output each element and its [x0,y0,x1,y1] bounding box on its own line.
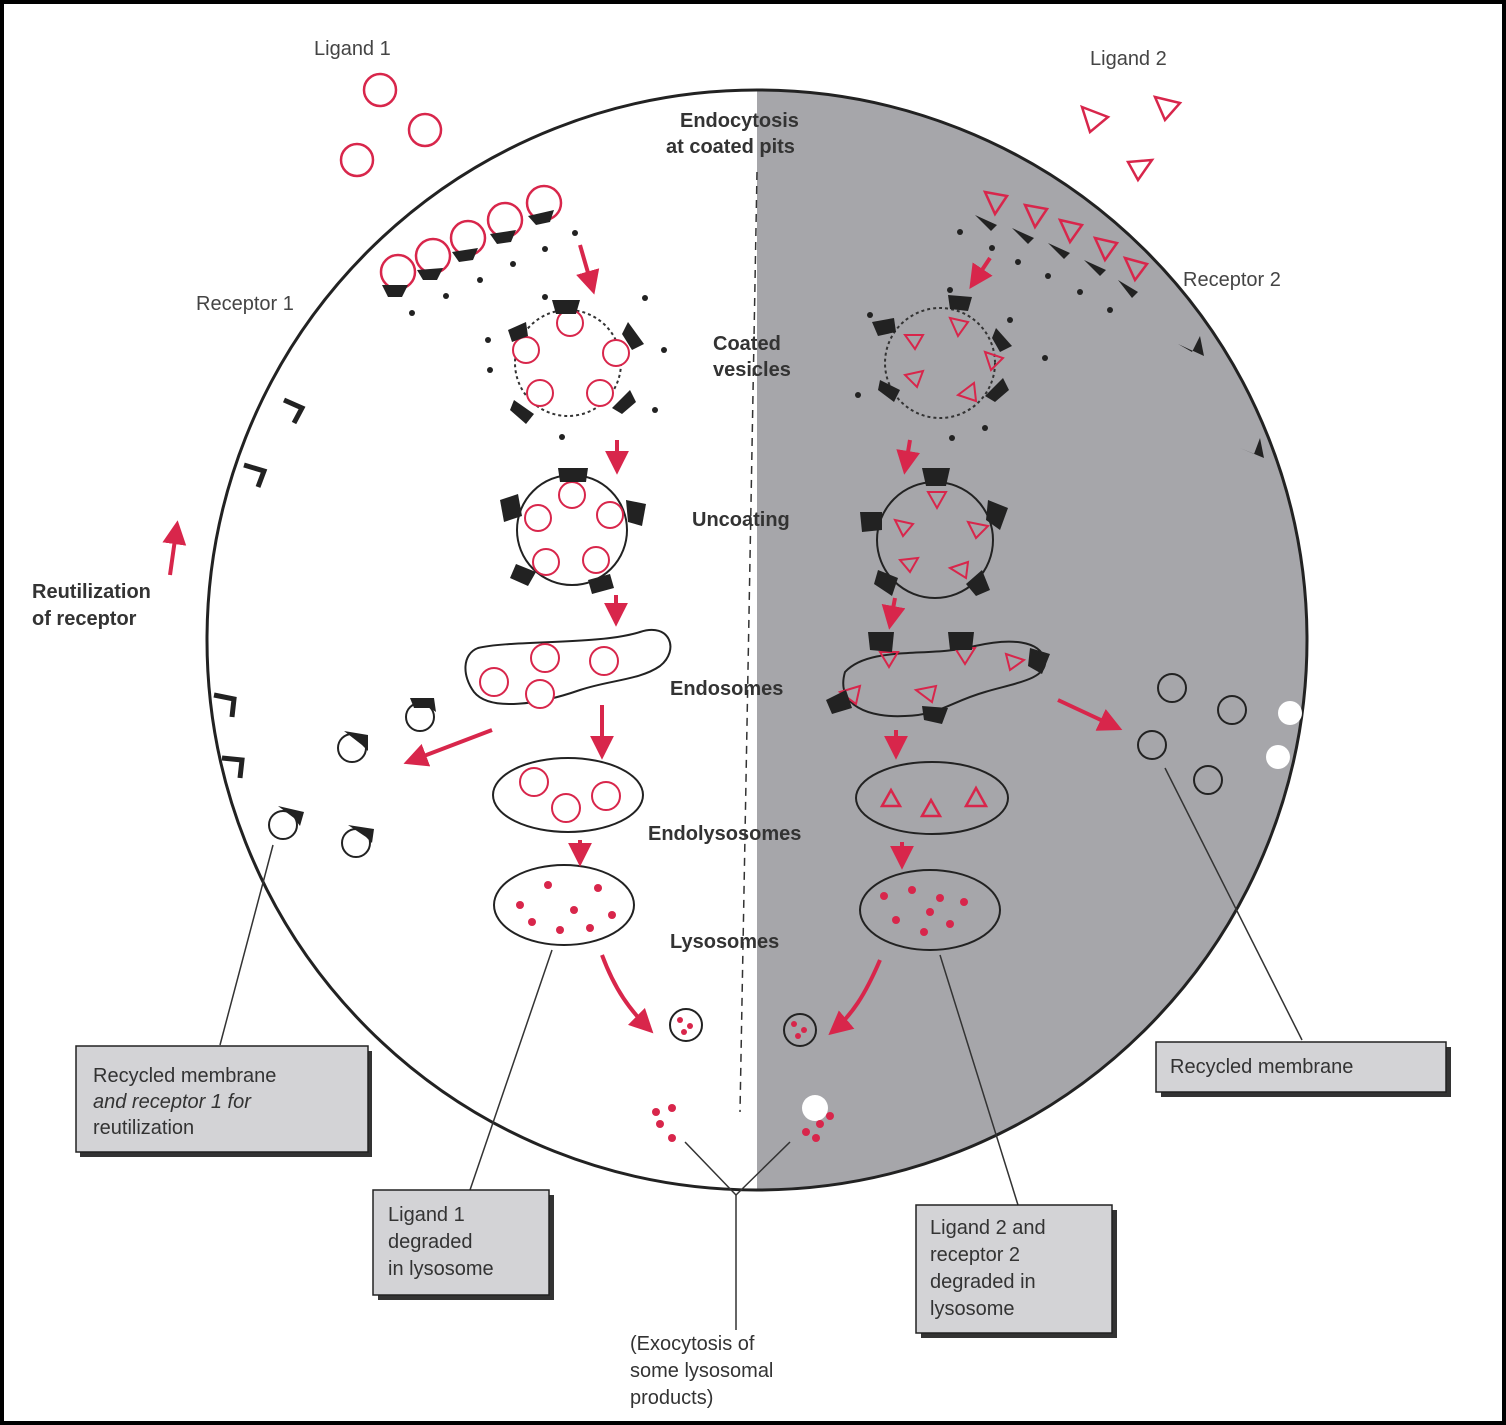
box-ligand2-degraded-line1: Ligand 2 and [930,1217,1046,1239]
exocytosis-caption-line1: (Exocytosis of [630,1333,755,1355]
box-recycled-membrane-line1: Recycled membrane [1170,1056,1353,1078]
box-recycled-receptor: Recycled membrane and receptor 1 for reu… [75,1045,372,1157]
box-recycled-receptor-line1: Recycled membrane [93,1065,276,1087]
box-ligand1-degraded-line1: Ligand 1 [388,1204,465,1226]
endolysosome-right [855,761,1009,835]
receptor2-on-membrane [1178,336,1264,458]
endocytosis-label-line2: at coated pits [666,136,795,158]
flow-arrows [162,244,1123,1036]
leader-lines [219,767,1303,1330]
receptor1-on-membrane [213,397,306,779]
divider-line [739,171,758,1113]
ligand1-label: Ligand 1 [314,38,391,60]
coated-vesicle-right [855,287,1048,441]
ligand2-label: Ligand 2 [1090,48,1167,70]
coated-pit-right [957,190,1150,313]
coated-vesicles-label-line2: vesicles [713,359,791,381]
recycled-receptor-vesicles [268,698,436,858]
ligand2-molecules [1080,95,1183,183]
reutilization-label-line2: of receptor [32,608,137,630]
shaded-half [757,90,1307,1190]
box-recycled-receptor-line3: reutilization [93,1117,194,1139]
endolysosome-left [492,757,644,833]
coated-vesicle-left [485,294,667,440]
receptor2-label: Receptor 2 [1183,269,1281,291]
lysosome-left [493,864,635,946]
box-ligand2-degraded-line4: lysosome [930,1298,1014,1320]
uncoating-vesicle-left [500,468,646,594]
endolysosomes-label: Endolysosomes [648,823,801,845]
exocytosis-caption-line2: some lysosomal [630,1360,773,1382]
lysosomes-label: Lysosomes [670,931,779,953]
endosomes-label: Endosomes [670,678,783,700]
ligand1-molecules [339,72,443,178]
endosome-right [826,632,1050,724]
box-ligand2-degraded: Ligand 2 and receptor 2 degraded in lyso… [915,1204,1117,1338]
exocytosis-caption-line3: products) [630,1387,713,1409]
box-ligand1-degraded-line2: degraded [388,1231,473,1253]
coated-pit-left [379,184,578,316]
recycled-membrane-vesicles [1137,673,1247,795]
receptor1-label: Receptor 1 [196,293,294,315]
plasma-membrane [205,88,1309,1192]
endosome-left [464,629,672,709]
box-ligand2-degraded-line3: degraded in [930,1271,1036,1293]
box-ligand1-degraded: Ligand 1 degraded in lysosome [372,1189,554,1300]
uncoating-vesicle-right [860,468,1008,599]
reutilization-label-line1: Reutilization [32,581,151,603]
coated-vesicles-label-line1: Coated [713,333,781,355]
lysosome-right [859,869,1001,951]
endocytosis-label-line1: Endocytosis [680,110,799,132]
box-ligand1-degraded-line3: in lysosome [388,1258,494,1280]
box-recycled-membrane: Recycled membrane [1155,1041,1451,1097]
uncoating-label: Uncoating [692,509,790,531]
box-recycled-receptor-line2: and receptor 1 for [93,1091,252,1113]
exocytic-vesicles [652,1008,834,1142]
box-ligand2-degraded-line2: receptor 2 [930,1244,1020,1266]
